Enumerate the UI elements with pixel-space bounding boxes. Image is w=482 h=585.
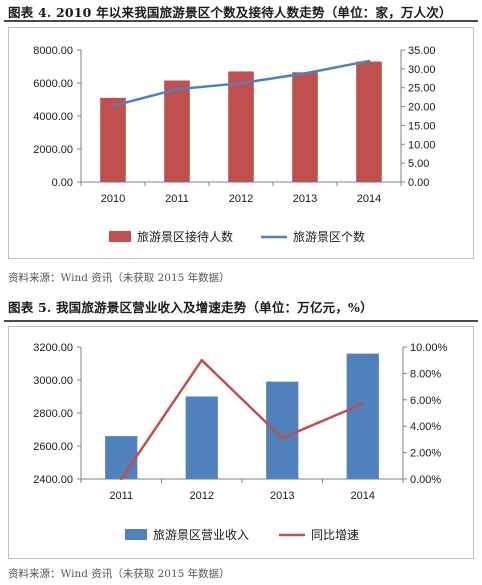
- fig5-x-tick-label: 2014: [351, 490, 375, 502]
- fig4-right-tick-label: 15.00: [408, 120, 436, 132]
- fig4-line-point: [303, 72, 307, 75]
- fig5-legend-bar-label: 旅游景区营业收入: [153, 528, 249, 542]
- fig5-line-point: [281, 436, 284, 440]
- fig4-x-tick-label: 2014: [357, 193, 381, 205]
- fig4-right-tick-label: 10.00: [408, 139, 436, 151]
- fig5-left-tick-label: 2400.00: [33, 474, 73, 486]
- fig4-right-tick-label: 5.00: [408, 158, 429, 170]
- fig5-left-tick-label: 2800.00: [33, 408, 73, 420]
- fig5-x-tick-label: 2011: [109, 490, 133, 502]
- fig5-legend-bar-swatch: [125, 529, 147, 540]
- fig4-line-point: [367, 59, 371, 63]
- figure4-title: 图表 4. 2010 年以来我国旅游景区个数及接待人数走势（单位：家，万人次）: [8, 5, 452, 20]
- fig5-right-tick-label: 8.00%: [410, 368, 441, 380]
- fig5-legend-line-label: 同比增速: [311, 528, 359, 542]
- fig4-x-tick-label: 2011: [165, 193, 189, 205]
- fig4-line-point: [111, 104, 115, 108]
- fig4-bar: [292, 72, 318, 182]
- fig4-line-point: [239, 81, 243, 85]
- figure4-title-rule: [4, 20, 478, 22]
- fig4-left-tick-label: 4000.00: [33, 111, 73, 123]
- fig4-bar: [164, 80, 190, 182]
- fig5-bar: [266, 381, 299, 479]
- fig4-line-point: [175, 88, 179, 91]
- fig5-right-tick-label: 0.00%: [410, 474, 441, 486]
- fig4-left-tick-label: 2000.00: [33, 144, 73, 156]
- fig4-legend-bar-label: 旅游景区接待人数: [137, 229, 233, 244]
- fig4-x-tick-label: 2010: [101, 193, 125, 205]
- fig5-x-tick-label: 2013: [270, 490, 294, 502]
- fig5-line-series: [120, 358, 364, 480]
- fig4-bar: [100, 97, 126, 182]
- fig4-left-tick-label: 6000.00: [33, 78, 73, 90]
- figure5-source: 资料来源：Wind 资讯（未获取 2015 年数据）: [8, 568, 230, 580]
- fig4-right-tick-label: 35.00: [408, 45, 436, 57]
- fig5-line-point: [361, 402, 364, 405]
- fig4-bar: [356, 61, 382, 182]
- fig4-x-tick-label: 2012: [229, 193, 253, 205]
- fig5-x-tick-label: 2012: [190, 490, 214, 502]
- fig5-left-tick-label: 3000.00: [33, 375, 73, 387]
- fig5-right-tick-label: 2.00%: [410, 448, 441, 460]
- fig4-right-tick-label: 25.00: [408, 83, 436, 95]
- fig4-bar: [228, 71, 254, 182]
- fig4-left-tick-label: 8000.00: [33, 45, 73, 57]
- fig4-right-tick-label: 0.00: [408, 177, 429, 189]
- fig4-x-tick-label: 2013: [293, 193, 317, 205]
- figure5-chart-frame: 2400.00 2600.00 2800.00 3000.00 3200.00 0.00%…: [8, 326, 474, 559]
- figure5-chart: 2400.00 2600.00 2800.00 3000.00 3200.00 0.00%…: [33, 342, 448, 542]
- figure4-chart-frame: 0.00 2000.00 4000.00 6000.00 8000.00 0.00 5.00…: [8, 27, 474, 259]
- fig5-line-point: [120, 477, 123, 481]
- fig5-right-tick-label: 6.00%: [410, 395, 441, 407]
- fig4-right-tick-label: 30.00: [408, 64, 436, 76]
- fig5-bar: [346, 353, 379, 479]
- fig5-left-tick-label: 2600.00: [33, 441, 73, 453]
- fig5-left-tick-label: 3200.00: [33, 342, 73, 354]
- fig5-bar: [105, 436, 138, 479]
- figure4-source: 资料来源：Wind 资讯（未获取 2015 年数据）: [8, 272, 230, 284]
- fig5-right-tick-label: 4.00%: [410, 421, 441, 433]
- fig5-bar: [185, 396, 218, 479]
- fig4-right-tick-label: 20.00: [408, 102, 436, 114]
- fig5-line-point: [200, 359, 203, 362]
- figure5-title: 图表 5. 我国旅游景区营业收入及增速走势（单位：万亿元，%）: [8, 300, 373, 315]
- figure5-title-rule: [4, 320, 478, 322]
- figure4-chart: 0.00 2000.00 4000.00 6000.00 8000.00 0.00 5.00…: [33, 45, 436, 244]
- fig5-right-tick-label: 10.00%: [410, 342, 448, 354]
- fig4-legend-line-label: 旅游景区个数: [293, 229, 365, 244]
- fig4-legend-bar-swatch: [109, 231, 131, 242]
- fig4-left-tick-label: 0.00: [52, 177, 73, 189]
